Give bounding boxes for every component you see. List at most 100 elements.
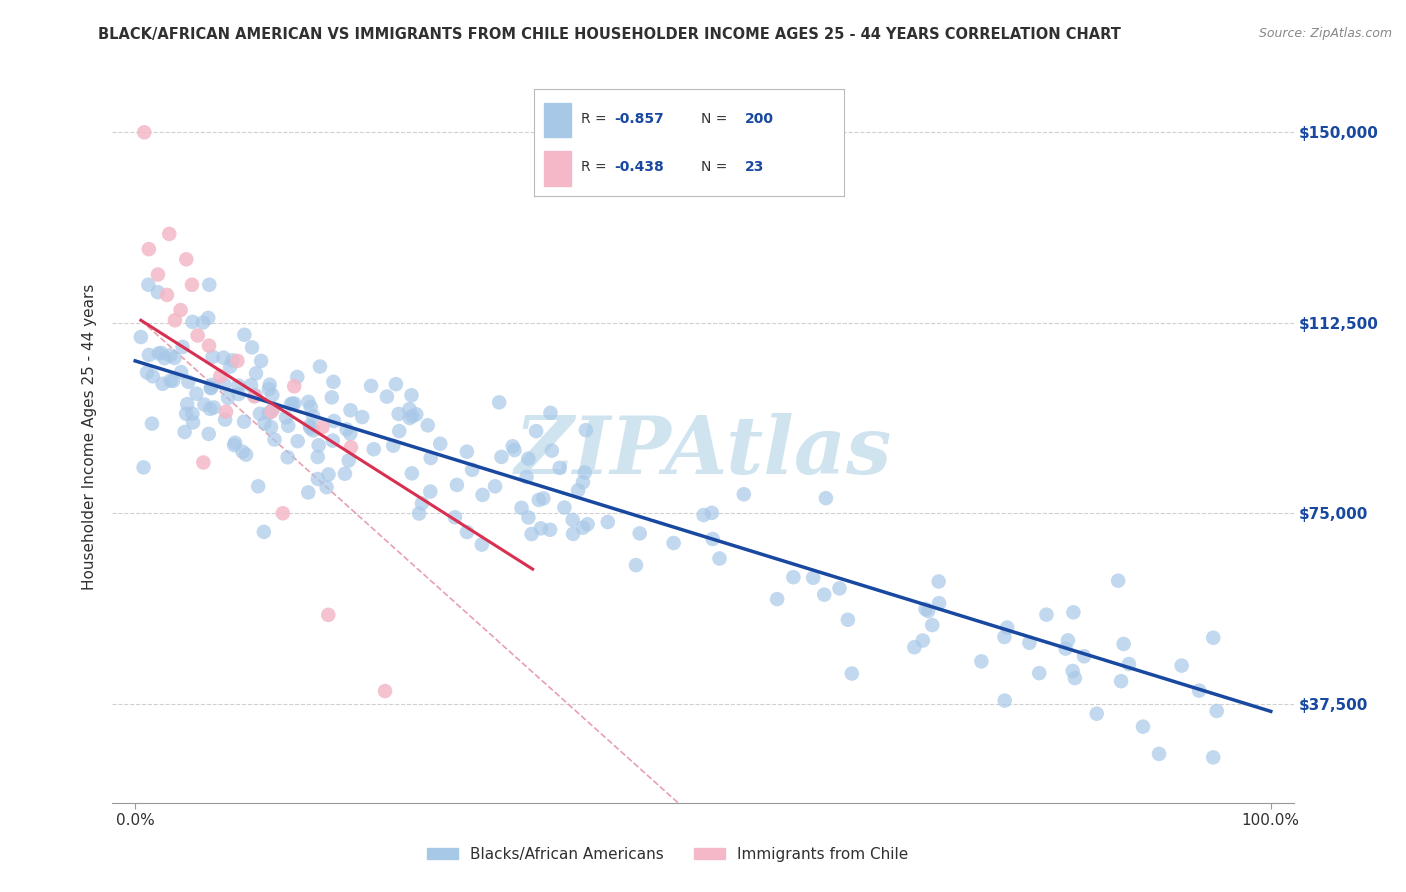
Point (363, 442, 385, 457)
Point (186, 386, 208, 401)
Point (142, 369, 165, 384)
Point (813, 588, 835, 602)
Point (318, 467, 340, 482)
Point (995, 621, 1018, 635)
Point (263, 433, 285, 447)
Point (253, 416, 276, 430)
Text: -0.438: -0.438 (614, 161, 665, 174)
Point (201, 377, 224, 392)
Point (202, 401, 225, 415)
Point (917, 604, 939, 618)
Point (163, 313, 186, 327)
Point (1057, 633, 1080, 648)
Point (302, 409, 325, 423)
Point (837, 613, 859, 627)
Point (1073, 649, 1095, 664)
Point (197, 310, 219, 325)
Point (515, 470, 537, 484)
Point (375, 390, 398, 404)
Point (333, 467, 356, 481)
Point (461, 463, 484, 477)
Point (215, 405, 238, 419)
Point (1205, 704, 1227, 718)
Point (271, 506, 294, 520)
Point (250, 354, 273, 368)
Point (524, 424, 547, 438)
Point (283, 396, 305, 410)
Point (172, 340, 194, 354)
Point (562, 526, 585, 541)
Point (243, 389, 266, 403)
Point (1202, 750, 1225, 764)
Point (219, 359, 242, 374)
Text: 23: 23 (745, 161, 763, 174)
Point (200, 381, 222, 395)
Point (921, 618, 943, 632)
Point (352, 410, 374, 425)
Point (233, 327, 256, 342)
Point (260, 405, 283, 419)
Point (903, 640, 925, 655)
Point (419, 484, 441, 499)
Point (484, 479, 506, 493)
Point (173, 425, 195, 439)
Point (233, 415, 256, 429)
Point (150, 346, 173, 360)
Point (214, 377, 236, 392)
Point (553, 500, 575, 515)
Bar (544, 152, 571, 186)
Point (574, 466, 596, 480)
Point (576, 517, 599, 532)
Point (567, 483, 589, 498)
Point (156, 288, 179, 302)
Point (262, 401, 284, 416)
Point (298, 418, 321, 433)
Point (408, 507, 430, 521)
Point (311, 420, 333, 434)
Point (339, 403, 361, 417)
Point (456, 444, 478, 458)
Point (374, 684, 396, 698)
Point (134, 125, 156, 139)
Y-axis label: Householder Income Ages 25 - 44 years: Householder Income Ages 25 - 44 years (82, 284, 97, 591)
Point (260, 420, 283, 434)
Point (401, 388, 423, 402)
Point (841, 666, 863, 681)
Point (471, 488, 494, 502)
Point (1132, 720, 1154, 734)
Point (548, 461, 571, 475)
Point (200, 381, 222, 395)
Point (828, 582, 851, 596)
Point (212, 351, 235, 365)
Point (191, 316, 214, 330)
Point (692, 508, 714, 522)
Text: 200: 200 (745, 112, 773, 126)
Text: N =: N = (702, 161, 728, 174)
Point (1147, 747, 1170, 761)
Point (1028, 666, 1050, 681)
Point (517, 451, 540, 466)
Point (700, 506, 723, 520)
Point (1035, 607, 1057, 622)
Point (221, 353, 243, 368)
Point (129, 330, 152, 344)
Point (277, 418, 299, 433)
Point (257, 406, 280, 420)
Point (174, 252, 197, 267)
Point (503, 443, 526, 458)
Point (572, 521, 595, 535)
Point (277, 450, 299, 465)
Point (138, 348, 160, 362)
Point (914, 602, 936, 616)
Point (628, 526, 651, 541)
Point (231, 444, 253, 458)
Point (814, 491, 837, 505)
Point (193, 398, 215, 412)
Point (309, 359, 332, 374)
Point (928, 574, 950, 589)
Point (398, 411, 420, 425)
Point (385, 377, 408, 392)
Point (322, 375, 344, 389)
Point (201, 350, 224, 364)
Point (405, 407, 427, 421)
